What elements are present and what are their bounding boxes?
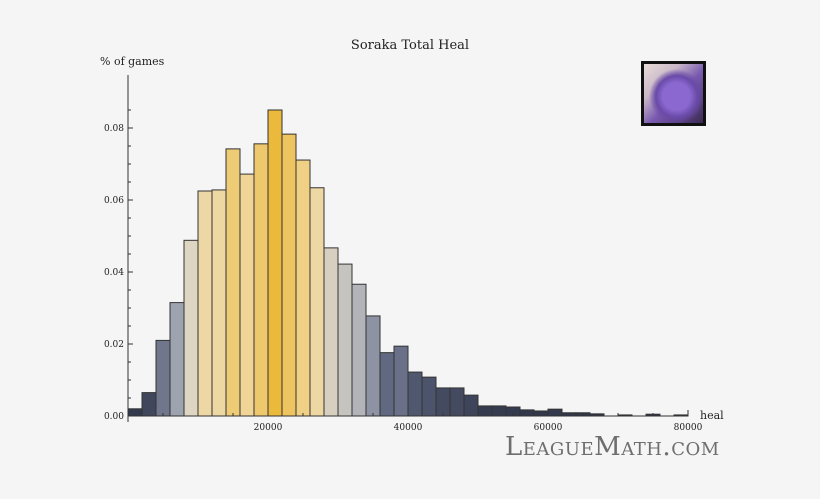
x-tick-label: 20000 <box>254 423 283 433</box>
leaguemath-logo: LeagueMath.com <box>505 432 720 462</box>
histogram-bar <box>309 187 325 417</box>
x-tick-label: 40000 <box>394 423 423 433</box>
y-tick-label: 0.04 <box>104 268 124 278</box>
histogram-bar <box>435 387 451 417</box>
histogram-bar <box>491 405 507 417</box>
histogram-bar <box>519 409 535 417</box>
y-tick-label: 0.00 <box>104 412 124 422</box>
histogram-bar <box>533 410 549 417</box>
x-axis-label: heal <box>700 409 724 422</box>
histogram-bar <box>421 376 437 417</box>
histogram-bar <box>127 408 143 417</box>
histogram-bar <box>155 339 171 417</box>
histogram-bar <box>295 159 311 417</box>
histogram-bar <box>323 247 339 417</box>
y-tick-label: 0.06 <box>104 196 124 206</box>
histogram-bar <box>141 392 157 417</box>
y-axis-label: % of games <box>100 55 165 68</box>
histogram-bar <box>393 345 409 417</box>
histogram-bar <box>253 143 269 417</box>
x-tick-label: 60000 <box>534 423 563 433</box>
histogram-bar <box>225 148 241 417</box>
histogram-bar <box>407 371 423 417</box>
histogram-bar <box>211 189 227 417</box>
histogram-bar <box>337 263 353 417</box>
histogram-bar <box>197 190 213 417</box>
histogram-bar <box>449 387 465 417</box>
histogram-bar <box>547 408 563 417</box>
histogram-bar <box>183 239 199 417</box>
y-tick-label: 0.08 <box>104 124 124 134</box>
x-tick-label: 80000 <box>674 423 703 433</box>
histogram-bar <box>239 173 255 417</box>
histogram-bar <box>169 302 185 417</box>
histogram-bar <box>379 352 395 417</box>
histogram-bar <box>267 109 283 417</box>
champion-portrait-image <box>641 61 706 126</box>
histogram-bar <box>281 133 297 417</box>
histogram-bar <box>477 405 493 417</box>
chart-title: Soraka Total Heal <box>350 38 470 53</box>
histogram-bar <box>463 394 479 417</box>
y-tick-label: 0.02 <box>104 340 124 350</box>
histogram-bar <box>365 315 381 417</box>
histogram-bar <box>351 283 367 417</box>
